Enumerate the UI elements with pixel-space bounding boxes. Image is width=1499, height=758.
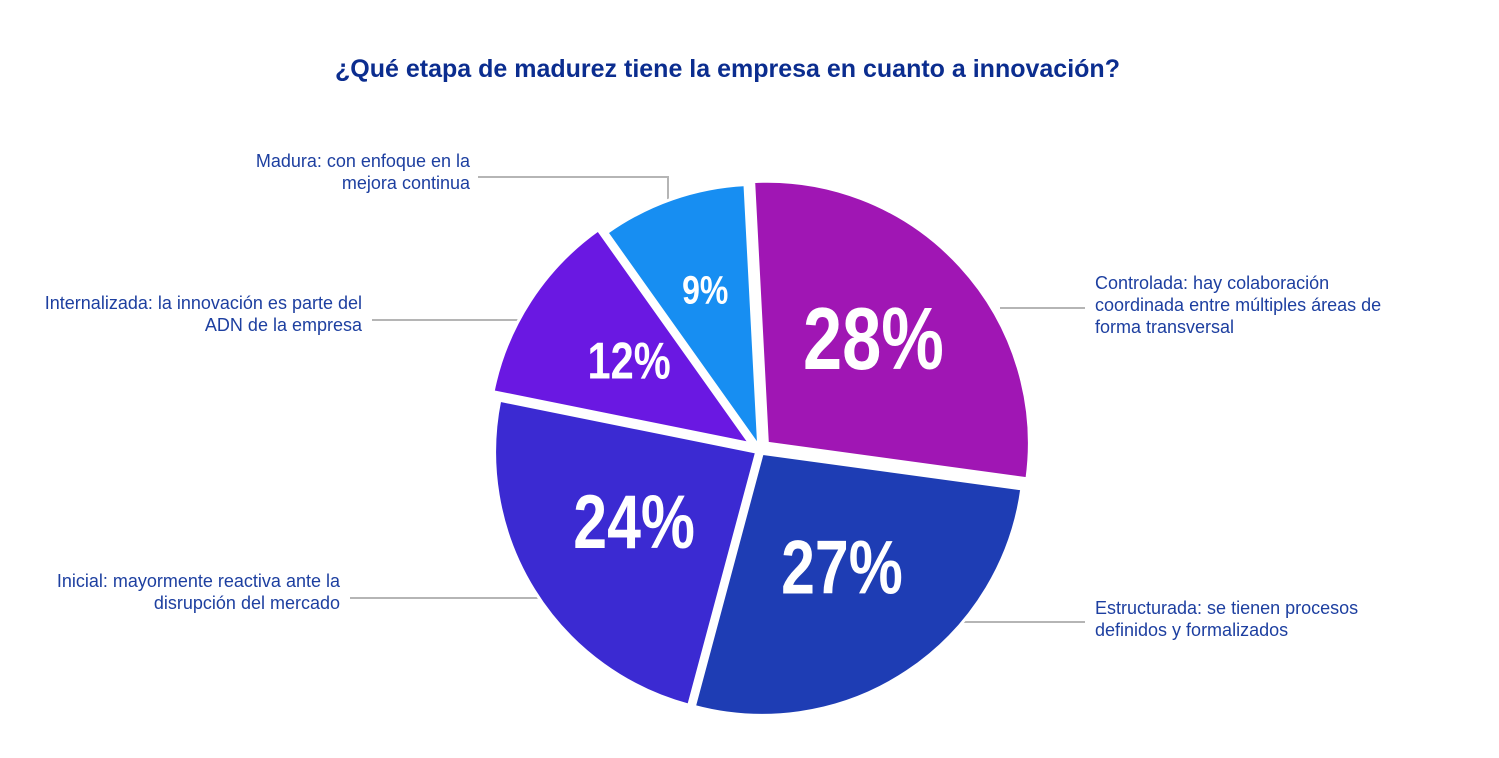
- value-label: 28%: [803, 289, 944, 387]
- category-label: Inicial: mayormente reactiva ante la dis…: [56, 571, 340, 613]
- category-label: Controlada: hay colaboración coordinada …: [1095, 273, 1382, 337]
- pie-slice: [493, 398, 759, 708]
- pie-slice: [752, 179, 1031, 481]
- category-label: Estructurada: se tienen procesos definid…: [1095, 598, 1359, 640]
- value-label: 9%: [682, 267, 728, 312]
- category-label: Madura: con enfoque en la mejora continu…: [255, 151, 470, 193]
- pie-slice: [491, 227, 754, 446]
- value-label: 24%: [573, 480, 695, 565]
- pie-slice: [604, 183, 761, 452]
- value-label: 27%: [781, 525, 903, 610]
- chart-title: ¿Qué etapa de madurez tiene la empresa e…: [335, 55, 1120, 83]
- category-label: Internalizada: la innovación es parte de…: [44, 293, 362, 335]
- value-label: 12%: [587, 331, 670, 390]
- pie-slice: [692, 451, 1024, 717]
